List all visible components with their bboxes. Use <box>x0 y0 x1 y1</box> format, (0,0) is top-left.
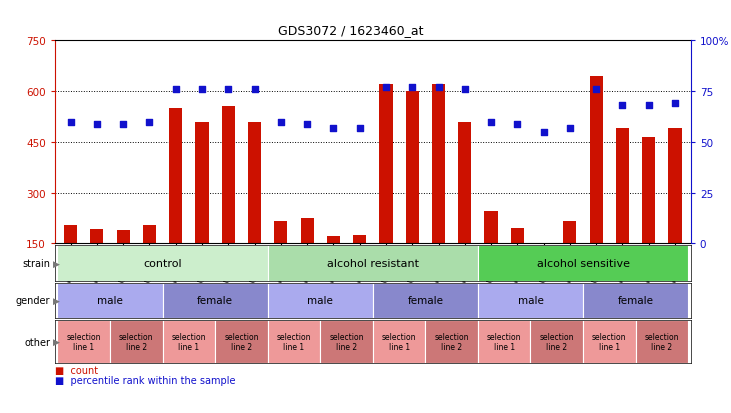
Text: female: female <box>618 295 654 306</box>
Point <box>406 85 418 91</box>
Point <box>249 87 260 93</box>
Text: gender: gender <box>16 295 50 306</box>
Bar <box>169 109 182 294</box>
Bar <box>58 283 162 318</box>
Point <box>117 121 129 128</box>
Bar <box>564 222 577 294</box>
Point <box>669 101 681 107</box>
Bar <box>248 122 261 294</box>
Point <box>643 103 654 109</box>
Point <box>170 87 181 93</box>
Point <box>485 119 497 126</box>
Text: selection
line 1: selection line 1 <box>487 332 521 351</box>
Bar <box>162 283 268 318</box>
Text: ■  percentile rank within the sample: ■ percentile rank within the sample <box>55 375 235 385</box>
Bar <box>511 228 524 294</box>
Point <box>143 119 155 126</box>
Bar <box>221 107 235 294</box>
Bar <box>91 229 104 294</box>
Text: selection
line 1: selection line 1 <box>172 332 206 351</box>
Point <box>301 121 313 128</box>
Point <box>512 121 523 128</box>
Bar <box>458 122 471 294</box>
Bar <box>642 138 655 294</box>
Bar <box>478 246 688 281</box>
Point <box>65 119 77 126</box>
Bar <box>537 284 550 294</box>
Text: selection
line 2: selection line 2 <box>539 332 574 351</box>
Bar <box>406 92 419 294</box>
Text: selection
line 1: selection line 1 <box>592 332 626 351</box>
Point <box>617 103 629 109</box>
Text: strain: strain <box>23 258 50 268</box>
Bar <box>268 246 478 281</box>
Bar <box>320 320 373 363</box>
Point <box>354 125 366 132</box>
Point <box>591 87 602 93</box>
Bar <box>531 320 583 363</box>
Bar <box>116 230 129 294</box>
Bar <box>110 320 162 363</box>
Point <box>275 119 287 126</box>
Text: selection
line 2: selection line 2 <box>434 332 469 351</box>
Bar <box>373 283 478 318</box>
Point <box>222 87 234 93</box>
Bar <box>274 222 287 294</box>
Text: female: female <box>197 295 233 306</box>
Text: ▶: ▶ <box>53 337 60 346</box>
Bar <box>485 211 498 294</box>
Point <box>380 85 392 91</box>
Text: male: male <box>307 295 333 306</box>
Bar <box>268 320 320 363</box>
Bar <box>300 218 314 294</box>
Bar <box>268 283 373 318</box>
Text: alcohol resistant: alcohol resistant <box>327 258 419 268</box>
Bar <box>590 77 603 294</box>
Bar <box>162 320 215 363</box>
Text: ▶: ▶ <box>53 259 60 268</box>
Bar <box>64 225 77 294</box>
Bar <box>353 235 366 294</box>
Text: selection
line 2: selection line 2 <box>224 332 259 351</box>
Bar <box>143 225 156 294</box>
Bar <box>636 320 688 363</box>
Point <box>433 85 444 91</box>
Bar <box>327 237 340 294</box>
Bar <box>58 246 268 281</box>
Text: selection
line 2: selection line 2 <box>329 332 364 351</box>
Bar <box>668 129 681 294</box>
Text: selection
line 2: selection line 2 <box>119 332 154 351</box>
Text: other: other <box>24 337 50 347</box>
Text: ■  count: ■ count <box>55 365 98 375</box>
Text: alcohol sensitive: alcohol sensitive <box>537 258 629 268</box>
Point <box>538 129 550 135</box>
Text: female: female <box>407 295 444 306</box>
Bar <box>425 320 478 363</box>
Bar <box>583 320 636 363</box>
Text: selection
line 2: selection line 2 <box>645 332 679 351</box>
Bar <box>379 85 393 294</box>
Text: GDS3072 / 1623460_at: GDS3072 / 1623460_at <box>278 24 424 37</box>
Text: male: male <box>97 295 123 306</box>
Point <box>459 87 471 93</box>
Point <box>91 121 103 128</box>
Bar <box>478 283 583 318</box>
Text: selection
line 1: selection line 1 <box>277 332 311 351</box>
Text: selection
line 1: selection line 1 <box>382 332 417 351</box>
Bar <box>478 320 531 363</box>
Bar <box>616 129 629 294</box>
Text: male: male <box>518 295 543 306</box>
Point <box>196 87 208 93</box>
Bar <box>58 320 110 363</box>
Point <box>564 125 576 132</box>
Text: ▶: ▶ <box>53 296 60 305</box>
Bar <box>432 85 445 294</box>
Bar <box>195 122 208 294</box>
Text: control: control <box>143 258 182 268</box>
Text: selection
line 1: selection line 1 <box>67 332 101 351</box>
Point <box>327 125 339 132</box>
Bar <box>215 320 268 363</box>
Bar <box>583 283 688 318</box>
Bar <box>373 320 425 363</box>
